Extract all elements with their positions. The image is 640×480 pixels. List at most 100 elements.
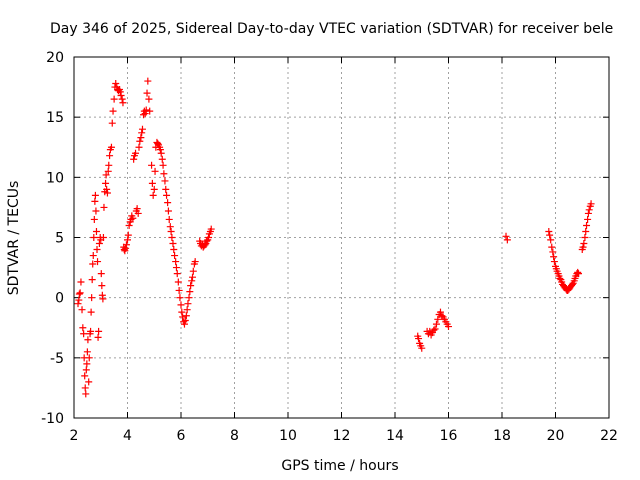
data-point: [550, 258, 558, 266]
data-point: [87, 308, 95, 316]
data-point: [549, 248, 557, 256]
data-points: [74, 77, 595, 398]
data-point: [168, 234, 176, 241]
data-point: [183, 306, 191, 314]
y-tick-label: 15: [46, 110, 64, 126]
data-point: [181, 317, 189, 325]
data-point: [415, 335, 423, 343]
data-point: [138, 125, 146, 133]
x-tick-label: 10: [279, 428, 297, 444]
data-point: [174, 278, 182, 286]
data-point: [186, 288, 194, 296]
data-point: [93, 246, 101, 254]
data-point: [132, 149, 140, 157]
data-point: [581, 234, 589, 241]
data-point: [144, 77, 152, 85]
data-point: [161, 177, 169, 185]
data-point: [547, 236, 555, 244]
data-point: [173, 270, 181, 278]
data-point: [583, 221, 591, 229]
data-point: [159, 161, 167, 169]
x-axis-label: GPS time / hours: [281, 458, 398, 474]
data-point: [138, 129, 146, 137]
data-point: [176, 294, 184, 302]
data-point: [94, 258, 102, 266]
data-point: [89, 260, 97, 268]
data-point: [77, 278, 85, 286]
data-point: [104, 167, 112, 175]
data-point: [83, 348, 91, 356]
y-tick-label: -5: [50, 351, 64, 367]
y-tick-label: 20: [46, 50, 64, 66]
data-point: [91, 197, 99, 205]
data-point: [74, 300, 82, 308]
y-tick-label: -10: [41, 411, 64, 427]
data-point: [97, 270, 105, 278]
data-point: [205, 234, 213, 241]
data-point: [122, 241, 130, 249]
data-point: [78, 306, 86, 314]
data-point: [85, 378, 93, 386]
x-tick-label: 6: [177, 428, 186, 444]
data-point: [81, 384, 89, 392]
data-point: [179, 313, 187, 321]
data-point: [432, 320, 440, 328]
data-point: [418, 344, 426, 352]
data-point: [203, 237, 211, 245]
data-point: [438, 312, 446, 320]
data-point: [163, 191, 171, 199]
data-point: [189, 273, 197, 281]
data-point: [85, 354, 93, 362]
data-point: [164, 199, 172, 207]
data-point: [99, 295, 107, 303]
data-point: [90, 215, 98, 223]
data-point: [177, 301, 185, 309]
data-point: [164, 207, 172, 215]
x-tick-label: 14: [386, 428, 404, 444]
data-point: [172, 264, 180, 272]
y-tick-label: 5: [55, 231, 64, 247]
y-axis-label: SDTVAR / TECUs: [6, 181, 22, 296]
data-point: [145, 95, 153, 103]
data-point: [103, 185, 111, 193]
data-point: [548, 243, 556, 251]
x-tick-label: 22: [600, 428, 618, 444]
data-point: [191, 258, 199, 266]
data-point: [587, 200, 595, 208]
data-point: [135, 143, 143, 151]
data-point: [165, 215, 173, 223]
data-point: [99, 234, 107, 241]
data-point: [102, 179, 110, 187]
data-point: [109, 107, 117, 115]
data-point: [90, 234, 98, 241]
data-point: [545, 227, 553, 235]
data-point: [133, 205, 141, 213]
data-point: [201, 241, 209, 249]
data-point: [150, 185, 158, 193]
data-point: [171, 252, 179, 260]
tick-labels: 2 4 6 8 10 12 14 16 18 20 22 -10 -5 0 5 10 15 20: [41, 50, 618, 444]
data-point: [182, 312, 190, 320]
data-point: [92, 227, 100, 235]
data-point: [160, 170, 168, 178]
data-point: [110, 95, 118, 103]
data-point: [82, 366, 90, 374]
data-point: [584, 209, 592, 217]
data-point: [95, 327, 103, 335]
data-point: [89, 252, 97, 260]
data-point: [154, 140, 162, 148]
data-point: [431, 325, 439, 333]
data-point: [129, 214, 137, 222]
data-point: [188, 277, 196, 285]
data-point: [106, 152, 114, 160]
data-point: [140, 111, 148, 119]
data-point: [105, 161, 113, 169]
data-point: [94, 333, 102, 341]
data-point: [575, 270, 583, 278]
data-point: [207, 225, 215, 233]
data-point: [81, 372, 89, 380]
data-point: [580, 240, 588, 248]
x-tick-label: 16: [440, 428, 458, 444]
grid: [74, 57, 609, 418]
data-point: [582, 227, 590, 235]
